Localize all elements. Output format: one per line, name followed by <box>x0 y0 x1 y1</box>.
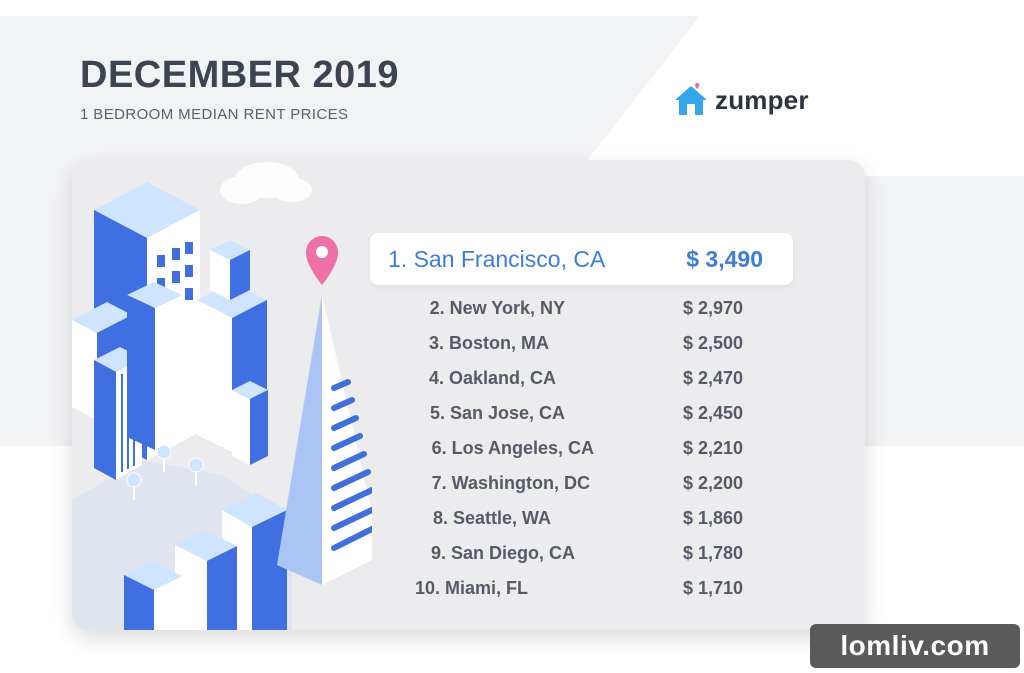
ranking-row: 5. San Jose, CA <box>372 403 565 431</box>
watermark: lomliv.com <box>810 624 1020 668</box>
ranking-city: 5. San Jose, CA <box>429 403 565 423</box>
logo-text: zumper <box>715 84 809 115</box>
ranking-row: 6. Los Angeles, CA <box>372 438 594 466</box>
ranking-price: $ 2,470 <box>683 368 744 388</box>
location-pin-icon <box>306 236 338 285</box>
ranking-city: 3. Boston, MA <box>429 333 549 353</box>
ranking-city: 9. San Diego, CA <box>430 543 575 563</box>
top-city: 1. San Francisco, CA <box>388 246 606 272</box>
house-icon <box>675 82 707 115</box>
ranking-city: 4. Oakland, CA <box>428 368 556 388</box>
watermark-text: lomliv.com <box>840 630 990 661</box>
ranking-row: 4. Oakland, CA <box>372 368 556 396</box>
ranking-city: 2. New York, NY <box>429 298 565 318</box>
ranking-price: $ 1,860 <box>683 508 744 528</box>
ranking-price: $ 2,200 <box>683 473 744 493</box>
ranking-price: $ 2,210 <box>683 438 744 458</box>
ranking-city: 8. Seattle, WA <box>432 508 551 528</box>
ranking-city: 7. Washington, DC <box>431 473 590 493</box>
ranking-city: 6. Los Angeles, CA <box>431 438 594 458</box>
ranking-row: 2. New York, NY <box>372 298 565 326</box>
ranking-price: $ 2,450 <box>683 403 744 423</box>
zumper-logo: zumper <box>673 80 823 120</box>
ranking-row: 10. Miami, FL <box>372 578 528 606</box>
page-subtitle: 1 BEDROOM MEDIAN RENT PRICES <box>80 106 349 123</box>
page-title: DECEMBER 2019 <box>80 54 400 96</box>
city-illustration <box>72 162 372 630</box>
ranking-city: 10. Miami, FL <box>414 578 528 598</box>
rent-card: 1. San Francisco, CA $ 3,490 2. New York… <box>72 160 865 630</box>
ranking-row: 3. Boston, MA <box>372 333 549 361</box>
top-price: $ 3,490 <box>686 246 763 272</box>
ranking-price: $ 1,780 <box>683 543 744 563</box>
ranking-price: $ 2,970 <box>683 298 744 318</box>
ranking-row: 8. Seattle, WA <box>372 508 551 536</box>
ranking-price: $ 2,500 <box>683 333 744 353</box>
ranking-row: 9. San Diego, CA <box>372 543 575 571</box>
ranking-row: 7. Washington, DC <box>372 473 590 501</box>
top-ranking-row: 1. San Francisco, CA $ 3,490 <box>370 233 793 285</box>
ranking-price: $ 1,710 <box>683 578 744 598</box>
